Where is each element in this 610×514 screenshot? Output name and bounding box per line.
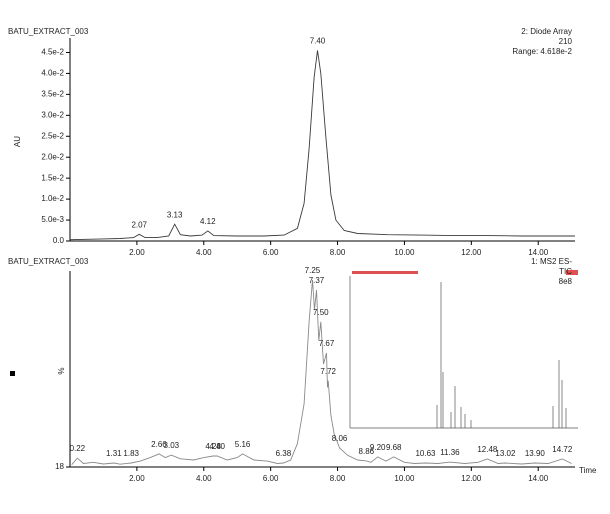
y-tick-label: 1.5e-2 [41, 173, 64, 182]
peak-label: 8.86 [359, 447, 375, 456]
x-tick-label: 14.00 [528, 474, 549, 483]
peak-label: 14.72 [552, 445, 573, 454]
marker-square [10, 371, 15, 376]
y-axis-label: AU [13, 136, 22, 147]
peak-label: 11.36 [440, 448, 460, 457]
peak-label: 2.07 [131, 220, 147, 229]
peak-label: 4.28 [205, 442, 221, 451]
peak-label: 6.38 [276, 449, 292, 458]
peak-label: 7.25 [305, 266, 321, 275]
y-tick-label: 5.0e-3 [41, 215, 64, 224]
peak-label: 9.20 [370, 443, 386, 452]
peak-label: 13.90 [525, 449, 546, 458]
x-tick-label: 12.00 [461, 474, 482, 483]
panel-header: 8e8 [559, 277, 573, 286]
inset-caption [566, 270, 578, 275]
peak-label: 1.83 [123, 449, 139, 458]
x-axis-label: Time [579, 466, 597, 475]
peak-label: 7.67 [319, 339, 335, 348]
x-tick-label: 10.00 [394, 474, 415, 483]
x-tick-label: 8.00 [330, 474, 346, 483]
peak-label: 4.12 [200, 217, 216, 226]
y-tick-label: 18 [55, 462, 64, 471]
panel-header: Range: 4.618e-2 [512, 47, 572, 56]
y-tick-label: 4.0e-2 [41, 69, 64, 78]
x-tick-label: 6.00 [263, 474, 279, 483]
x-tick-label: 4.00 [196, 248, 212, 257]
panel-header: TIC [559, 267, 572, 276]
y-tick-label: 2.5e-2 [41, 131, 64, 140]
peak-label: 9.68 [386, 443, 402, 452]
trace [71, 279, 572, 465]
peak-label: 12.48 [477, 445, 498, 454]
panel-header: 210 [559, 37, 573, 46]
trace [69, 50, 575, 241]
x-tick-label: 6.00 [263, 248, 279, 257]
peak-label: 8.06 [332, 434, 348, 443]
y-tick-label: 3.0e-2 [41, 110, 64, 119]
y-tick-label: 2.0e-2 [41, 152, 64, 161]
x-tick-label: 12.00 [461, 248, 482, 257]
peak-label: 3.03 [164, 441, 180, 450]
panel-title: BATU_EXTRACT_003 [8, 27, 89, 36]
x-tick-label: 2.00 [129, 474, 145, 483]
y-tick-label: 1.0e-2 [41, 194, 64, 203]
panel-header: 2: Diode Array [521, 27, 572, 36]
panel-title: BATU_EXTRACT_003 [8, 257, 89, 266]
x-tick-label: 2.00 [129, 248, 145, 257]
y-tick-label: 0.0 [53, 236, 65, 245]
peak-label: 7.50 [313, 308, 329, 317]
x-tick-label: 4.00 [196, 474, 212, 483]
x-tick-label: 14.00 [528, 248, 549, 257]
peak-label: 1.31 [106, 449, 122, 458]
x-tick-label: 8.00 [330, 248, 346, 257]
peak-label: 4.40 [209, 442, 225, 451]
panel-header: 1: MS2 ES- [531, 257, 572, 266]
peak-label: 3.13 [167, 210, 183, 219]
peak-label: 7.40 [310, 36, 326, 45]
peak-label: 7.37 [309, 276, 325, 285]
x-tick-label: 10.00 [394, 248, 415, 257]
peak-label: 13.02 [495, 449, 516, 458]
peak-label: 10.63 [415, 449, 436, 458]
inset-caption [352, 271, 418, 274]
peak-label: 0.22 [70, 444, 86, 453]
peak-label: 2.66 [151, 440, 167, 449]
spectrum-inset [349, 270, 578, 429]
y-tick-label: 3.5e-2 [41, 89, 64, 98]
y-axis-label: % [57, 367, 66, 374]
peak-label: 7.72 [320, 367, 336, 376]
y-tick-label: 4.5e-2 [41, 48, 64, 57]
peak-label: 5.16 [235, 440, 251, 449]
